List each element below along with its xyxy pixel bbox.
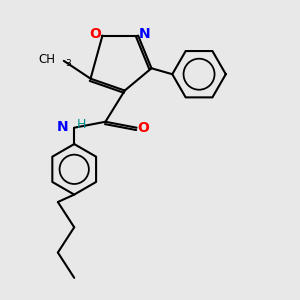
Text: 3: 3 (65, 59, 71, 68)
Text: N: N (57, 120, 69, 134)
Text: O: O (137, 121, 149, 135)
Text: CH: CH (38, 52, 55, 66)
Text: O: O (89, 27, 101, 41)
Text: H: H (77, 118, 87, 130)
Text: N: N (139, 27, 151, 41)
